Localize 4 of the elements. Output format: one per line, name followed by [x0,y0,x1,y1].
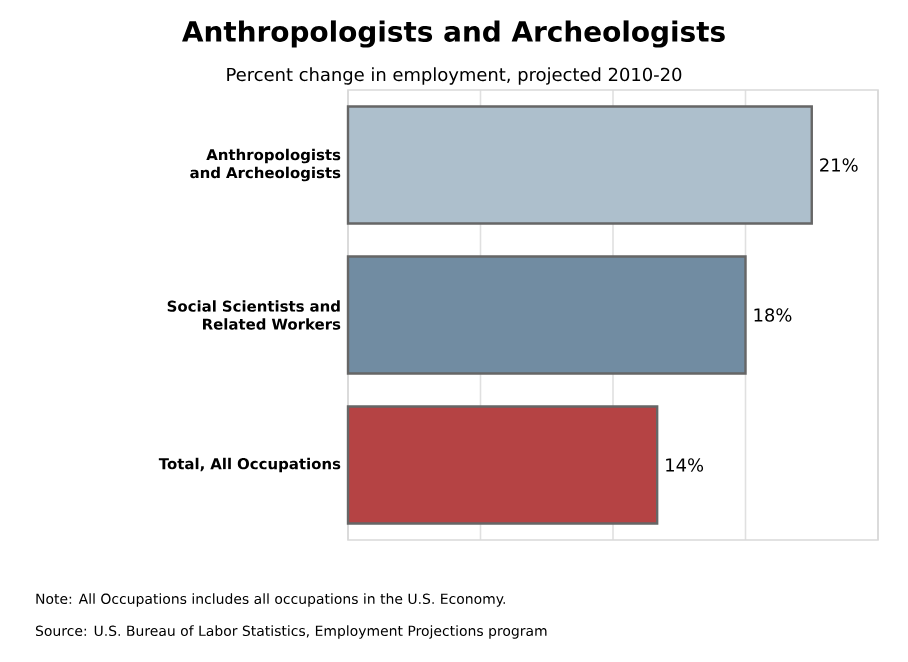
data-label: 18% [754,308,792,322]
data-label: 21% [820,158,858,172]
data-label: 14% [666,458,704,472]
chart-subtitle: Percent change in employment, projected 2010-20 [227,67,682,85]
